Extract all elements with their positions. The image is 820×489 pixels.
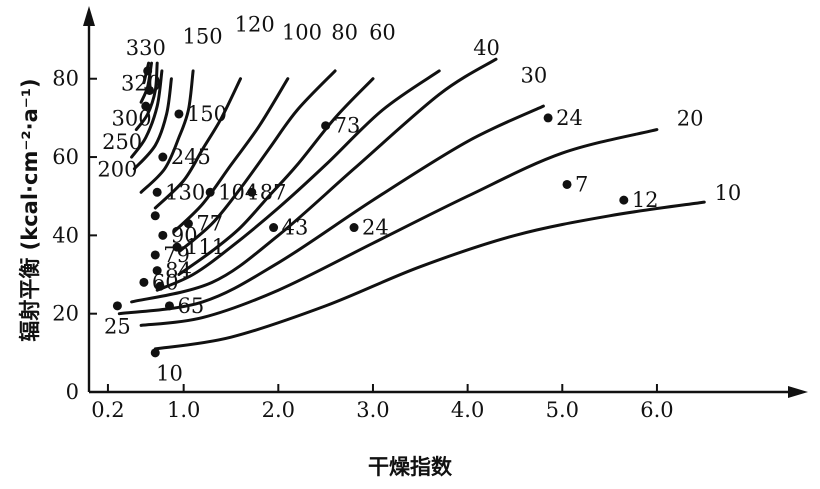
isoline-120 — [153, 77, 242, 210]
station-point — [562, 179, 572, 189]
station-point — [141, 101, 151, 111]
isoline-100 — [172, 77, 290, 233]
isoline-tag: 250 — [102, 130, 142, 154]
isoline-tag: 10 — [715, 181, 742, 205]
station-label: 73 — [334, 114, 361, 138]
isoline-tag: 150 — [183, 24, 223, 48]
isoline-tag: 330 — [126, 36, 166, 60]
station-point — [205, 187, 215, 197]
y-ticks: 0 20 40 60 80 — [52, 67, 97, 404]
isolines — [117, 57, 706, 351]
isoline-tag: 10 — [156, 361, 183, 385]
axes — [83, 6, 808, 398]
isoline-tag: 320 — [121, 71, 161, 95]
station-label: 24 — [556, 106, 583, 130]
station-point — [321, 121, 331, 131]
station-label: 87 — [260, 180, 287, 204]
isoline-tag: 100 — [282, 21, 322, 45]
isoline-tag: 200 — [97, 158, 137, 182]
y-tick-label: 20 — [52, 302, 79, 326]
station-point — [174, 109, 184, 119]
station-point — [247, 187, 257, 197]
station-label: 60 — [152, 270, 179, 294]
x-tick-label: 4.0 — [451, 398, 484, 422]
y-axis-arrow — [83, 6, 95, 26]
station-point — [158, 152, 168, 162]
isoline-25 — [117, 104, 545, 316]
isoline-20 — [139, 128, 659, 327]
x-tick-label: 1.0 — [167, 398, 200, 422]
station-point — [349, 223, 359, 233]
x-tick-label: 3.0 — [356, 398, 389, 422]
station-label: 7 — [575, 172, 588, 196]
isoline-80 — [178, 69, 337, 253]
station-point — [269, 223, 279, 233]
station-point — [150, 211, 160, 221]
station-point — [143, 66, 153, 76]
station-label: 79 — [163, 243, 190, 267]
station-label: 84 — [165, 259, 192, 283]
isoline-10 — [153, 200, 706, 351]
station-label: 24 — [362, 216, 389, 240]
station-point — [112, 301, 122, 311]
station-point — [172, 242, 182, 252]
station-label: 130 — [165, 180, 205, 204]
isoline-250 — [130, 69, 164, 159]
isoline-tag: 40 — [473, 36, 500, 60]
station-label: 43 — [282, 216, 309, 240]
station-point — [183, 219, 193, 229]
station-label: 245 — [171, 145, 211, 169]
isoline-30 — [130, 57, 498, 304]
x-axis-title: 干燥指数 — [368, 455, 453, 479]
station-point — [164, 301, 174, 311]
isoline-tag: 300 — [112, 107, 152, 131]
station-point — [139, 277, 149, 287]
station-label: 111 — [185, 235, 225, 259]
isoline-300 — [134, 61, 159, 132]
station-point — [145, 85, 155, 95]
isoline-tag: 80 — [331, 21, 358, 45]
isoline-tag: 30 — [521, 64, 548, 88]
station-point — [543, 113, 553, 123]
station-label: 65 — [177, 294, 204, 318]
isoline-60 — [177, 77, 375, 276]
x-ticks: 0.2 1.0 2.0 3.0 4.0 5.0 6.0 — [91, 384, 674, 422]
station-point — [158, 230, 168, 240]
station-point — [619, 195, 629, 205]
y-tick-label: 40 — [52, 223, 79, 247]
x-tick-label: 6.0 — [640, 398, 673, 422]
station-label: 77 — [196, 212, 223, 236]
x-tick-label: 2.0 — [262, 398, 295, 422]
isoline-tag: 120 — [235, 13, 275, 37]
x-tick-label: 0.2 — [91, 398, 124, 422]
isoline-150 — [139, 69, 195, 194]
isoline-40 — [155, 69, 441, 292]
x-axis-arrow — [788, 386, 808, 398]
isoline-tag: 25 — [104, 314, 131, 338]
isoline-200 — [132, 77, 173, 171]
y-axis-title: 辐射平衡 (kcal·cm⁻²·a⁻¹) — [18, 78, 42, 341]
station-point — [152, 187, 162, 197]
isoline-tag: 20 — [677, 107, 704, 131]
station-label: 150 — [187, 102, 227, 126]
station-point — [150, 250, 160, 260]
isoline-tag: 60 — [369, 21, 396, 45]
station-label: 12 — [632, 188, 659, 212]
station-point — [155, 281, 165, 291]
station-point — [150, 348, 160, 358]
x-tick-label: 5.0 — [546, 398, 579, 422]
y-tick-label: 0 — [66, 380, 79, 404]
y-tick-label: 60 — [52, 145, 79, 169]
station-point — [152, 266, 162, 276]
y-tick-label: 80 — [52, 67, 79, 91]
